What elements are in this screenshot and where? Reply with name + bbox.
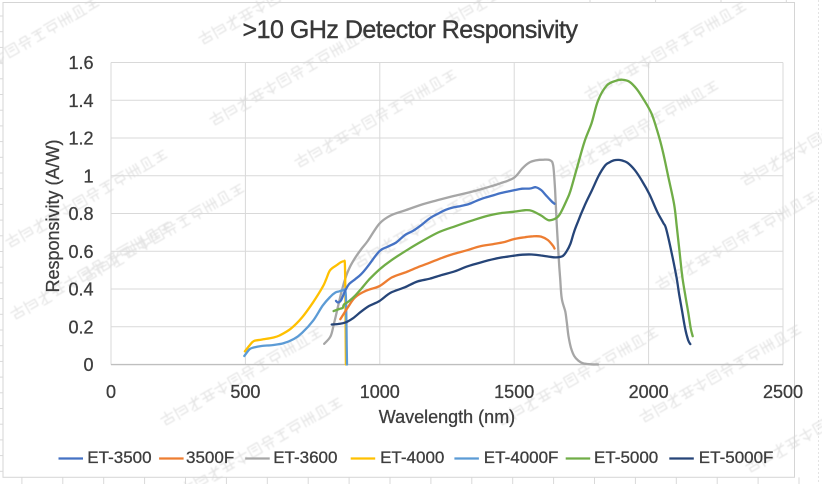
svg-text:0.6: 0.6 (68, 242, 93, 262)
svg-text:1.2: 1.2 (68, 129, 93, 149)
svg-text:2500: 2500 (763, 382, 803, 402)
svg-text:Wavelength (nm): Wavelength (nm) (379, 407, 515, 427)
svg-text:1000: 1000 (360, 382, 400, 402)
svg-text:3500F: 3500F (186, 448, 234, 467)
svg-text:1.4: 1.4 (68, 91, 93, 111)
svg-text:1500: 1500 (494, 382, 534, 402)
svg-text:ET-3600: ET-3600 (273, 448, 337, 467)
svg-text:ET-5000F: ET-5000F (699, 448, 774, 467)
svg-text:1: 1 (83, 166, 93, 186)
svg-text:0: 0 (106, 382, 116, 402)
svg-text:0.8: 0.8 (68, 204, 93, 224)
svg-text:ET-4000: ET-4000 (380, 448, 444, 467)
svg-text:>10 GHz Detector Responsivity: >10 GHz Detector Responsivity (243, 16, 579, 44)
svg-text:1.6: 1.6 (68, 53, 93, 73)
svg-text:0.4: 0.4 (68, 280, 93, 300)
svg-text:0: 0 (83, 355, 93, 375)
svg-text:Responsivity (A/W): Responsivity (A/W) (43, 139, 63, 292)
svg-text:ET-3500: ET-3500 (87, 448, 151, 467)
svg-text:ET-4000F: ET-4000F (484, 448, 559, 467)
svg-text:2000: 2000 (629, 382, 669, 402)
svg-text:ET-5000: ET-5000 (594, 448, 658, 467)
svg-text:0.2: 0.2 (68, 317, 93, 337)
svg-text:500: 500 (230, 382, 260, 402)
